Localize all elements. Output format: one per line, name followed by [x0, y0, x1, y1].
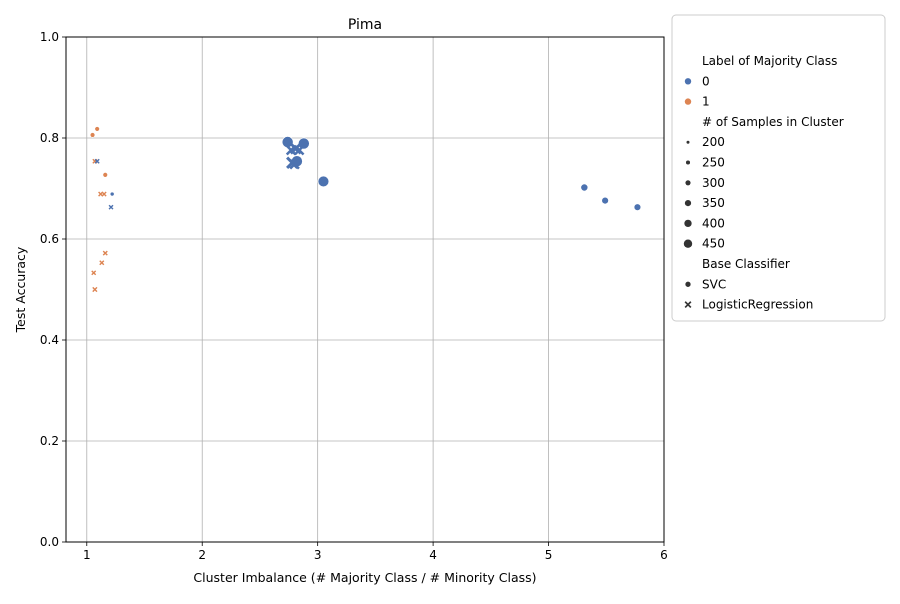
legend-size-marker — [684, 199, 692, 207]
x-tick-label: 1 — [83, 548, 91, 562]
y-tick-label: 0.0 — [40, 535, 59, 549]
data-point — [285, 144, 297, 156]
data-point-stroke — [91, 270, 97, 276]
legend-hue-label: 1 — [702, 95, 710, 109]
data-point — [580, 183, 589, 192]
x-tick-label: 4 — [429, 548, 437, 562]
data-point — [94, 126, 100, 132]
data-point — [92, 286, 98, 293]
x-tick-label: 6 — [660, 548, 668, 562]
data-point-stroke — [289, 159, 300, 170]
data-point — [91, 270, 97, 276]
legend-size-label: 450 — [702, 237, 725, 251]
data-point-stroke — [92, 286, 98, 293]
legend-style-marker-stroke — [684, 301, 692, 309]
legend-size-marker — [685, 180, 691, 186]
legend-hue-label: 0 — [702, 74, 710, 88]
data-point — [633, 203, 642, 211]
legend-hue-title: Label of Majority Class — [702, 54, 837, 68]
data-point — [102, 172, 109, 178]
data-point — [94, 158, 100, 164]
data-point-stroke — [102, 250, 108, 256]
legend-size-label: 350 — [702, 196, 725, 210]
legend-style-label: SVC — [702, 277, 726, 291]
legend-style-title: Base Classifier — [702, 257, 790, 271]
axis-ticks: 1 2 3 4 5 6 0.0 0.2 0.4 0.6 0.8 1.0 — [40, 30, 668, 562]
chart-title: Pima — [348, 17, 382, 33]
legend-size-title: # of Samples in Cluster — [702, 115, 844, 129]
data-point — [102, 250, 108, 256]
legend-hue-marker — [684, 78, 692, 85]
legend-style-marker — [684, 280, 692, 288]
data-point — [99, 260, 105, 266]
legend: Label of Majority Class 0 1 # of Samples in… — [671, 14, 886, 322]
y-tick-label: 0.6 — [40, 232, 59, 246]
data-point-stroke — [101, 191, 107, 197]
y-axis-label: Test Accuracy — [13, 246, 28, 333]
data-point — [297, 137, 310, 150]
legend-size-marker — [683, 239, 693, 248]
data-point-stroke — [293, 144, 305, 156]
data-point-stroke — [94, 158, 100, 164]
x-tick-label: 5 — [545, 548, 553, 562]
legend-style-marker — [684, 301, 692, 309]
legend-size-label: 250 — [702, 156, 725, 170]
x-tick-label: 3 — [314, 548, 322, 562]
legend-size-marker — [684, 219, 692, 228]
legend-size-label: 300 — [702, 176, 725, 190]
y-tick-label: 0.4 — [40, 333, 59, 347]
data-point-stroke — [99, 260, 105, 266]
y-tick-label: 0.8 — [40, 131, 59, 145]
axes-frame — [65, 36, 665, 543]
legend-size-marker — [685, 160, 691, 165]
data-point — [601, 196, 609, 205]
y-tick-label: 0.2 — [40, 434, 59, 448]
data-point-stroke — [108, 204, 114, 210]
data-point — [109, 191, 115, 197]
legend-size-label: 200 — [702, 135, 725, 149]
legend-style-label: LogisticRegression — [702, 298, 813, 312]
legend-size-label: 400 — [702, 216, 725, 230]
legend-size-marker — [686, 140, 690, 144]
data-point — [293, 144, 305, 156]
grid — [66, 36, 665, 543]
y-tick-label: 1.0 — [40, 30, 59, 44]
data-point — [317, 175, 330, 188]
x-tick-label: 2 — [198, 548, 206, 562]
data-point — [89, 132, 96, 138]
legend-hue-marker — [684, 98, 692, 105]
data-point-stroke — [285, 144, 297, 156]
x-axis-label: Cluster Imbalance (# Majority Class / # … — [193, 570, 536, 585]
legend-frame — [671, 14, 886, 322]
data-point — [289, 159, 300, 170]
data-points — [89, 126, 642, 293]
data-point — [108, 204, 114, 210]
data-point — [101, 191, 107, 197]
